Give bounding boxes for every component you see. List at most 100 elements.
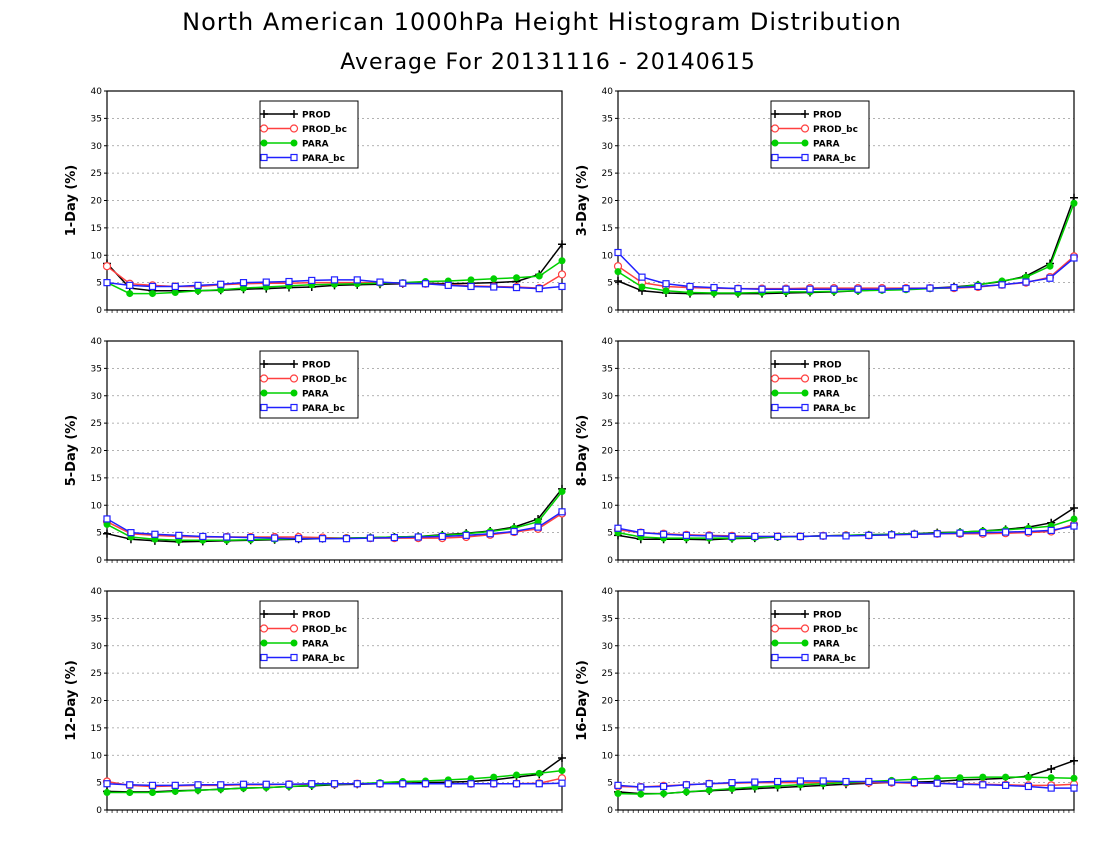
data-point-PARA_bc (490, 283, 498, 291)
legend-marker-PROD_bc (289, 374, 299, 383)
data-point-PARA_bc (979, 529, 987, 537)
y-tick-label: 30 (602, 642, 614, 652)
data-point-PARA_bc (1001, 528, 1010, 536)
data-point-PARA_bc (682, 781, 691, 789)
legend-marker-PARA_bc (801, 403, 809, 412)
data-point-PROD_bc (557, 270, 567, 279)
y-tick-label: 15 (602, 724, 613, 734)
panel-4: 0 5 10 15 20 25 30 35 40 8-Day (%) PROD PROD_bc PARA… (575, 337, 1079, 566)
data-point-PARA_bc (330, 276, 339, 284)
data-point-PARA_bc (734, 285, 742, 293)
data-point-PARA_bc (637, 783, 645, 791)
data-point-PARA_bc (247, 533, 255, 542)
data-point-PARA_bc (614, 524, 622, 532)
legend-label: PROD (302, 111, 331, 121)
y-tick-label: 35 (602, 114, 613, 124)
legend-label: PARA_bc (813, 154, 856, 164)
data-point-PARA_bc (887, 778, 896, 786)
y-tick-label: 5 (96, 779, 102, 789)
chart-subtitle: Average For 20131116 - 20140615 (340, 50, 756, 75)
data-point-PARA_bc (103, 279, 111, 287)
panel-2: 0 5 10 15 20 25 30 35 40 3-Day (%) PROD PROD_bc PARA… (575, 87, 1079, 316)
y-tick-label: 10 (91, 501, 103, 511)
legend-label: PROD (813, 611, 842, 621)
data-point-PARA_bc (512, 780, 521, 788)
y-tick-label: 10 (91, 251, 103, 261)
y-tick-label: 20 (602, 447, 614, 457)
y-tick-label: 0 (96, 306, 102, 316)
data-point-PARA_bc (773, 777, 782, 786)
data-point-PARA_bc (728, 779, 736, 787)
data-point-PARA_bc (1047, 784, 1055, 792)
data-point-PARA_bc (376, 278, 384, 286)
data-point-PARA (513, 771, 520, 779)
data-point-PARA_bc (910, 530, 919, 538)
data-point-PARA_bc (782, 285, 790, 293)
legend-marker-PARA_bc (290, 403, 298, 412)
y-tick-label: 15 (91, 724, 102, 734)
legend-marker-PARA_bc (771, 653, 779, 662)
y-tick-label: 30 (91, 642, 103, 652)
data-point-PARA_bc (1070, 522, 1078, 530)
y-tick-label: 35 (91, 614, 102, 624)
data-point-PARA_bc (956, 780, 964, 788)
data-point-PARA_bc (217, 280, 225, 288)
data-point-PARA_bc (1024, 782, 1033, 791)
y-tick-label: 5 (607, 279, 613, 289)
data-point-PARA (638, 283, 646, 291)
data-point-PARA (126, 290, 134, 298)
legend-marker-PROD (290, 110, 298, 118)
data-point-PARA (1024, 773, 1032, 781)
legend-marker-PARA_bc (260, 153, 268, 162)
legend-marker-PARA (260, 639, 268, 647)
data-point-PARA (194, 786, 202, 794)
legend-marker-PROD_bc (289, 624, 299, 633)
y-tick-label: 40 (91, 587, 103, 597)
y-axis-label: 3-Day (%) (575, 165, 590, 237)
y-tick-label: 35 (91, 364, 102, 374)
y-tick-label: 25 (602, 169, 613, 179)
legend-marker-PROD (290, 360, 298, 368)
data-point-PARA (686, 288, 694, 296)
data-point-PARA_bc (175, 531, 183, 539)
series-line-PARA_bc (617, 251, 1075, 290)
y-axis-label: 1-Day (%) (64, 165, 79, 237)
data-point-PARA_bc (710, 283, 718, 292)
data-point-PARA (149, 788, 156, 796)
y-tick-label: 20 (91, 197, 103, 207)
legend-marker-PARA_bc (801, 153, 809, 162)
y-tick-label: 10 (91, 751, 103, 761)
y-tick-label: 30 (602, 142, 614, 152)
legend-marker-PARA (260, 139, 268, 147)
data-point-PARA (1046, 262, 1054, 270)
legend-marker-PROD (260, 110, 268, 118)
data-point-PARA_bc (614, 248, 622, 257)
data-point-PARA_bc (637, 529, 645, 537)
data-point-PARA_bc (262, 780, 270, 788)
y-tick-label: 0 (96, 806, 102, 816)
data-point-PARA_bc (353, 276, 361, 284)
data-point-PARA_bc (486, 530, 494, 538)
data-point-PARA_bc (366, 534, 375, 542)
y-tick-label: 30 (91, 392, 103, 402)
legend-label: PROD_bc (302, 375, 347, 385)
legend-marker-PROD_bc (770, 124, 780, 133)
data-point-PARA_bc (103, 515, 111, 523)
data-point-PARA (558, 488, 566, 496)
legend-label: PARA (813, 640, 840, 650)
data-point-PARA_bc (705, 780, 713, 788)
data-point-PARA_bc (438, 532, 446, 541)
y-axis-label: 5-Day (%) (64, 415, 79, 487)
legend-marker-PARA_bc (290, 153, 298, 162)
data-point-PROD (614, 276, 622, 285)
y-tick-label: 20 (91, 447, 103, 457)
data-point-PARA_bc (638, 273, 646, 281)
data-point-PARA_bc (1046, 274, 1054, 282)
data-point-PARA_bc (239, 780, 248, 788)
data-point-PARA (103, 520, 111, 528)
data-point-PARA_bc (819, 532, 827, 540)
y-tick-label: 25 (602, 419, 613, 429)
data-point-PARA_bc (819, 777, 827, 785)
data-point-PARA (467, 276, 475, 284)
y-tick-label: 5 (607, 779, 613, 789)
